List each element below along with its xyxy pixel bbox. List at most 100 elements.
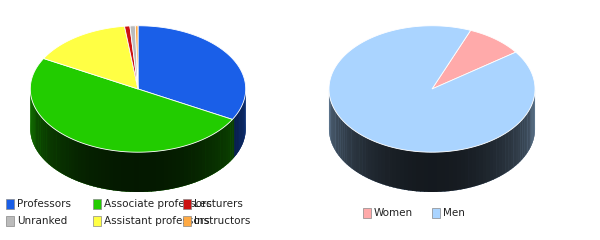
Polygon shape [333, 106, 334, 149]
Polygon shape [464, 148, 469, 189]
Polygon shape [428, 152, 433, 192]
Polygon shape [371, 140, 376, 182]
Polygon shape [109, 150, 114, 190]
Text: Unranked: Unranked [17, 216, 67, 226]
Polygon shape [68, 137, 72, 179]
Polygon shape [393, 147, 397, 188]
Polygon shape [397, 148, 401, 189]
Polygon shape [215, 131, 218, 173]
Polygon shape [53, 128, 57, 170]
Polygon shape [502, 133, 506, 175]
Polygon shape [180, 146, 184, 187]
Polygon shape [191, 142, 196, 184]
Polygon shape [234, 114, 236, 157]
Polygon shape [354, 130, 357, 172]
Polygon shape [44, 26, 138, 89]
Polygon shape [208, 135, 212, 177]
Polygon shape [126, 152, 131, 192]
Polygon shape [524, 114, 526, 157]
Polygon shape [400, 149, 405, 190]
Polygon shape [522, 117, 524, 159]
Polygon shape [486, 141, 490, 182]
Text: Lecturers: Lecturers [194, 199, 242, 209]
Polygon shape [238, 110, 239, 153]
Polygon shape [151, 151, 156, 192]
Polygon shape [362, 136, 366, 177]
Polygon shape [228, 121, 230, 164]
Polygon shape [218, 129, 221, 171]
Polygon shape [532, 103, 533, 145]
Polygon shape [30, 59, 232, 152]
Polygon shape [35, 108, 37, 151]
Polygon shape [226, 123, 229, 166]
Polygon shape [130, 26, 138, 89]
Polygon shape [365, 137, 369, 179]
Polygon shape [101, 148, 106, 189]
Polygon shape [202, 138, 206, 180]
Polygon shape [349, 126, 352, 168]
Polygon shape [335, 111, 337, 154]
Polygon shape [56, 130, 59, 172]
Polygon shape [483, 142, 487, 184]
Polygon shape [329, 66, 535, 192]
Polygon shape [168, 149, 173, 190]
Polygon shape [244, 98, 245, 141]
Polygon shape [155, 151, 160, 191]
Polygon shape [516, 123, 518, 166]
Polygon shape [125, 26, 138, 89]
Polygon shape [34, 106, 36, 149]
Polygon shape [445, 151, 449, 192]
Polygon shape [514, 126, 516, 168]
Polygon shape [342, 120, 344, 162]
Polygon shape [134, 152, 139, 192]
Polygon shape [457, 150, 461, 190]
Polygon shape [130, 152, 135, 192]
Polygon shape [86, 144, 90, 186]
Polygon shape [65, 136, 69, 177]
Polygon shape [49, 124, 52, 166]
Polygon shape [329, 96, 331, 139]
Polygon shape [32, 101, 34, 144]
Polygon shape [518, 121, 521, 164]
Polygon shape [505, 131, 509, 173]
Polygon shape [351, 128, 355, 170]
Polygon shape [490, 140, 494, 181]
Polygon shape [331, 101, 332, 144]
Polygon shape [332, 104, 333, 146]
Polygon shape [530, 105, 532, 148]
Polygon shape [496, 137, 500, 178]
Text: Assistant professors: Assistant professors [104, 216, 209, 226]
Polygon shape [75, 140, 79, 182]
Polygon shape [82, 143, 86, 184]
Polygon shape [232, 89, 246, 159]
Polygon shape [368, 139, 373, 180]
Polygon shape [138, 26, 246, 120]
Polygon shape [412, 151, 417, 191]
Polygon shape [338, 115, 341, 158]
Polygon shape [79, 142, 83, 183]
Polygon shape [337, 113, 339, 156]
Polygon shape [420, 152, 425, 192]
Text: Instructors: Instructors [194, 216, 250, 226]
Polygon shape [533, 98, 534, 141]
Polygon shape [242, 103, 243, 145]
Text: Professors: Professors [17, 199, 71, 209]
Polygon shape [160, 150, 164, 191]
Polygon shape [89, 145, 94, 186]
Polygon shape [329, 88, 535, 192]
Polygon shape [346, 124, 349, 166]
Polygon shape [118, 151, 122, 191]
Polygon shape [527, 110, 529, 153]
Polygon shape [172, 148, 176, 189]
Polygon shape [220, 127, 224, 169]
Polygon shape [468, 147, 473, 188]
Polygon shape [38, 113, 41, 156]
Polygon shape [195, 141, 199, 182]
Polygon shape [375, 142, 379, 183]
Polygon shape [205, 137, 209, 178]
Polygon shape [534, 96, 535, 138]
Polygon shape [46, 122, 49, 164]
Polygon shape [440, 152, 445, 192]
Polygon shape [59, 132, 62, 174]
Text: Associate professors: Associate professors [104, 199, 212, 209]
